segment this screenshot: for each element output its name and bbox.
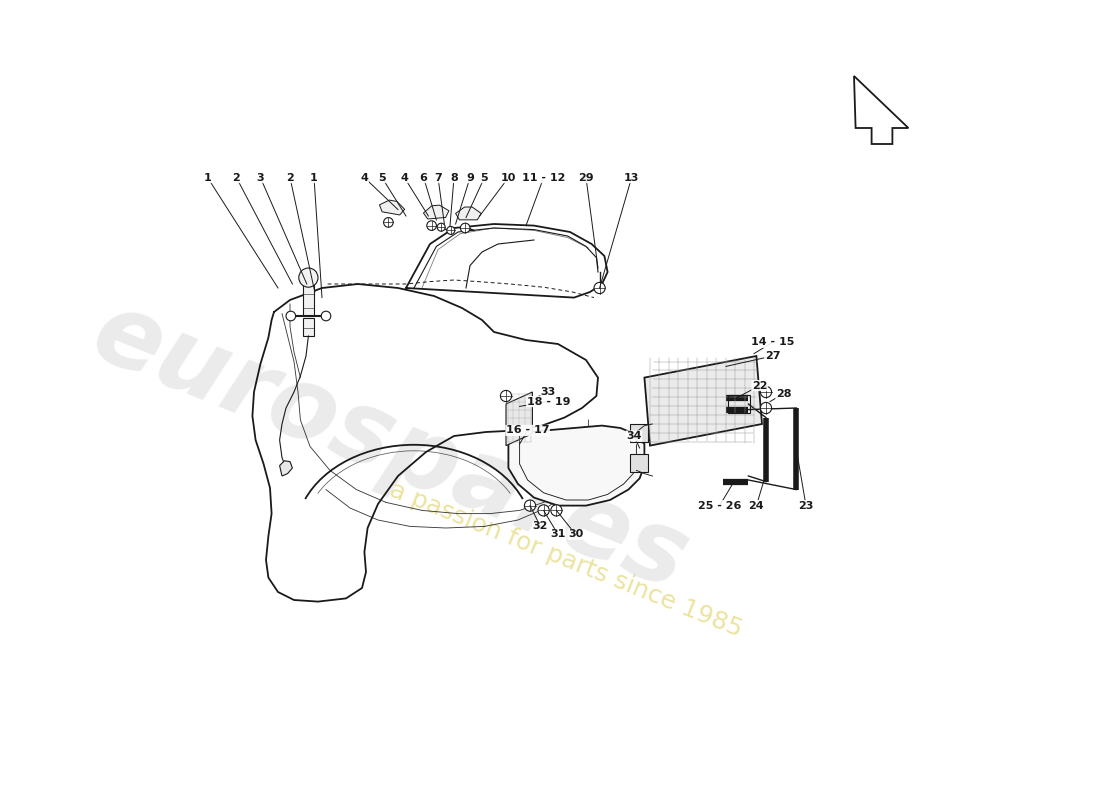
Text: a passion for parts since 1985: a passion for parts since 1985 — [386, 478, 746, 642]
Text: 30: 30 — [568, 530, 583, 539]
Bar — [727, 395, 750, 413]
Text: 13: 13 — [624, 173, 639, 182]
Circle shape — [551, 505, 562, 516]
Circle shape — [437, 223, 446, 231]
Circle shape — [760, 402, 771, 414]
Text: 11 - 12: 11 - 12 — [521, 173, 565, 182]
Circle shape — [286, 311, 296, 321]
Circle shape — [321, 311, 331, 321]
Text: 1: 1 — [310, 173, 318, 182]
Circle shape — [538, 505, 549, 516]
Text: 16 - 17: 16 - 17 — [506, 426, 549, 435]
Circle shape — [461, 223, 470, 233]
Circle shape — [594, 282, 605, 294]
Polygon shape — [455, 207, 481, 220]
Text: 6: 6 — [420, 173, 428, 182]
Polygon shape — [424, 205, 449, 219]
Circle shape — [525, 500, 536, 511]
Text: 4: 4 — [361, 173, 368, 182]
Text: 5: 5 — [378, 173, 386, 182]
Text: 32: 32 — [532, 522, 548, 531]
Text: 7: 7 — [434, 173, 442, 182]
Text: 14 - 15: 14 - 15 — [750, 338, 794, 347]
Bar — [302, 318, 313, 336]
Circle shape — [447, 226, 454, 234]
Text: 34: 34 — [626, 431, 641, 441]
Text: 28: 28 — [776, 389, 791, 398]
Text: 2: 2 — [286, 173, 294, 182]
Circle shape — [299, 268, 318, 287]
Text: 33: 33 — [541, 387, 556, 397]
Polygon shape — [506, 392, 532, 446]
Circle shape — [384, 218, 393, 227]
Text: 31: 31 — [550, 530, 565, 539]
Text: 25 - 26: 25 - 26 — [697, 501, 741, 510]
Text: 2: 2 — [232, 173, 240, 182]
Text: 29: 29 — [579, 173, 594, 182]
Text: 8: 8 — [450, 173, 458, 182]
Circle shape — [500, 390, 512, 402]
Text: 27: 27 — [764, 351, 780, 361]
Bar — [302, 284, 313, 316]
Text: 18 - 19: 18 - 19 — [527, 397, 570, 406]
Text: 23: 23 — [799, 501, 814, 510]
Text: 24: 24 — [749, 501, 764, 510]
Text: 22: 22 — [752, 381, 768, 390]
Text: 4: 4 — [400, 173, 408, 182]
Polygon shape — [645, 356, 762, 446]
Text: 5: 5 — [481, 173, 488, 182]
Polygon shape — [508, 426, 645, 506]
Text: 1: 1 — [204, 173, 211, 182]
Bar — [630, 424, 648, 442]
Circle shape — [427, 221, 437, 230]
Text: 9: 9 — [466, 173, 474, 182]
Polygon shape — [279, 461, 293, 476]
Text: 10: 10 — [500, 173, 516, 182]
Polygon shape — [379, 200, 405, 215]
Text: eurospares: eurospares — [78, 285, 702, 611]
Text: 3: 3 — [256, 173, 264, 182]
Circle shape — [760, 386, 771, 398]
Bar — [630, 454, 648, 472]
